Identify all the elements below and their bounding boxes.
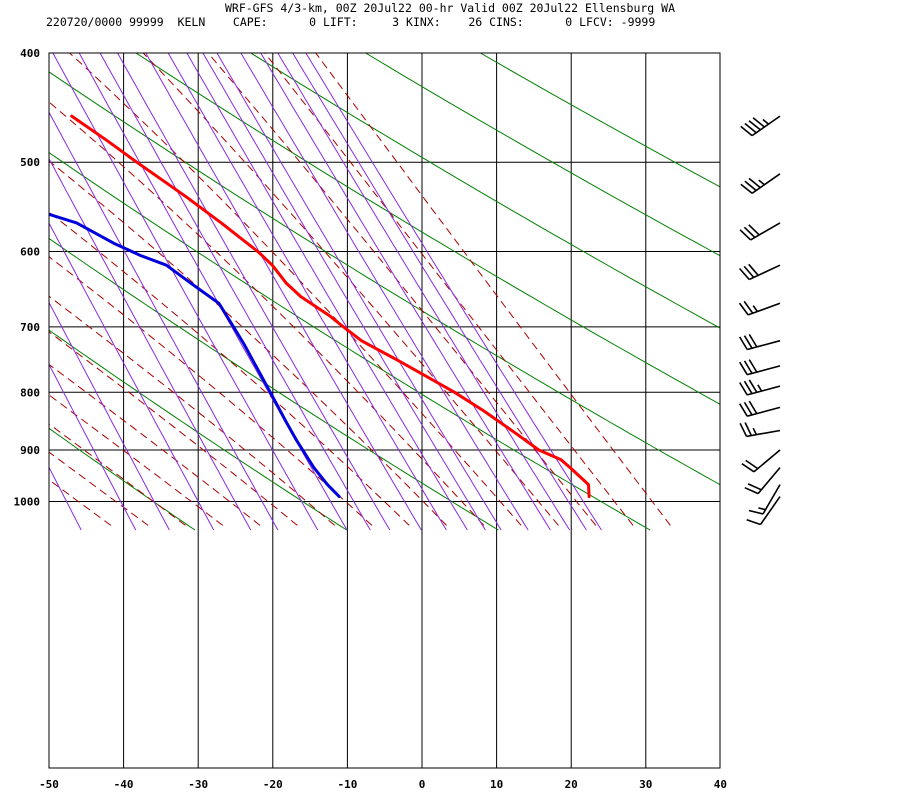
moist-adiabat — [142, 53, 559, 526]
wind-barb — [741, 449, 781, 473]
mixing-ratio-line — [145, 53, 422, 531]
x-tick-label: -40 — [114, 778, 134, 791]
x-tick-label: -30 — [188, 778, 208, 791]
mixing-ratio-line — [99, 53, 371, 531]
y-tick-label: 800 — [20, 386, 40, 399]
moist-adiabat — [49, 256, 373, 526]
mixing-ratio-line — [305, 53, 602, 531]
wind-barb — [739, 379, 781, 396]
dry-adiabat — [49, 329, 347, 531]
dry-adiabat — [49, 71, 720, 486]
mixing-ratio-line — [216, 53, 502, 531]
moist-adiabat — [49, 160, 447, 526]
wind-barb — [748, 484, 781, 515]
mixing-ratio-line — [49, 222, 215, 531]
wind-barb — [739, 333, 781, 351]
mixing-ratio-line — [167, 53, 447, 531]
y-tick-label: 500 — [20, 156, 40, 169]
x-tick-label: -10 — [337, 778, 357, 791]
dry-adiabat — [49, 237, 499, 531]
axis-tick-labels: -50 -40 -30 -20 -10 0 10 20 30 40 400 500 600 700 800 9… — [14, 47, 728, 791]
x-tick-label: 10 — [490, 778, 503, 791]
dry-adiabat — [135, 53, 720, 405]
y-tick-label: 1000 — [14, 496, 41, 509]
moist-adiabat — [49, 331, 298, 526]
wind-barb — [739, 359, 781, 376]
moist-adiabat — [264, 53, 634, 526]
wind-barb — [746, 496, 781, 526]
x-tick-label: 30 — [639, 778, 652, 791]
mixing-ratio-line — [49, 157, 252, 531]
sounding-profiles — [49, 114, 591, 499]
x-tick-label: -50 — [39, 778, 59, 791]
y-tick-label: 900 — [20, 444, 40, 457]
mixing-ratio-line — [240, 53, 529, 531]
moist-adiabat — [49, 451, 149, 526]
wind-barb — [739, 222, 781, 241]
y-tick-label: 700 — [20, 321, 40, 334]
wind-barb — [740, 115, 781, 137]
mixing-ratio-line — [49, 111, 279, 531]
sounding-indices: 220720/0000 99999 KELN CAPE: 0 LIFT: 3 K… — [46, 15, 656, 29]
temperature-profile-line — [70, 114, 591, 499]
x-tick-label: 20 — [565, 778, 578, 791]
mixing-ratio-line — [52, 53, 319, 531]
diagram-background-lines — [49, 53, 720, 768]
mixing-ratio-line — [292, 53, 587, 531]
mixing-ratio-line — [186, 53, 468, 531]
mixing-ratio-line — [202, 53, 486, 531]
chart-title: WRF-GFS 4/3-km, 00Z 20Jul22 00-hr Valid … — [224, 1, 676, 15]
wind-barb — [738, 300, 781, 316]
moist-adiabat — [49, 211, 410, 526]
moist-adiabat — [68, 53, 522, 526]
mixing-ratio-line — [49, 301, 170, 531]
dry-adiabat — [49, 427, 196, 531]
y-tick-label: 400 — [20, 47, 40, 60]
wind-barbs — [738, 115, 781, 526]
moist-adiabat — [207, 53, 597, 526]
wind-barb — [740, 173, 781, 194]
mixing-ratio-line — [277, 53, 571, 531]
y-tick-label: 600 — [20, 246, 40, 259]
wind-barb — [739, 400, 781, 417]
moist-adiabat — [49, 479, 112, 526]
dry-adiabat — [479, 53, 720, 188]
mixing-ratio-line — [49, 466, 82, 531]
dewpoint-profile-line — [49, 212, 341, 499]
x-tick-label: -20 — [263, 778, 283, 791]
dry-adiabat — [249, 53, 720, 329]
moist-adiabat — [315, 53, 671, 526]
dry-adiabat — [49, 152, 651, 531]
mixing-ratio-line — [117, 53, 391, 531]
wind-barb — [739, 422, 781, 438]
x-tick-label: 0 — [419, 778, 426, 791]
plot-frame — [48, 52, 721, 769]
x-tick-label: 40 — [714, 778, 727, 791]
dry-adiabat — [364, 53, 720, 257]
wind-barb — [744, 467, 781, 495]
mixing-ratio-line — [49, 363, 137, 531]
wind-barb — [738, 263, 781, 281]
moist-adiabat — [49, 295, 336, 526]
mixing-ratio-line — [260, 53, 551, 531]
moist-adiabat — [49, 101, 485, 526]
